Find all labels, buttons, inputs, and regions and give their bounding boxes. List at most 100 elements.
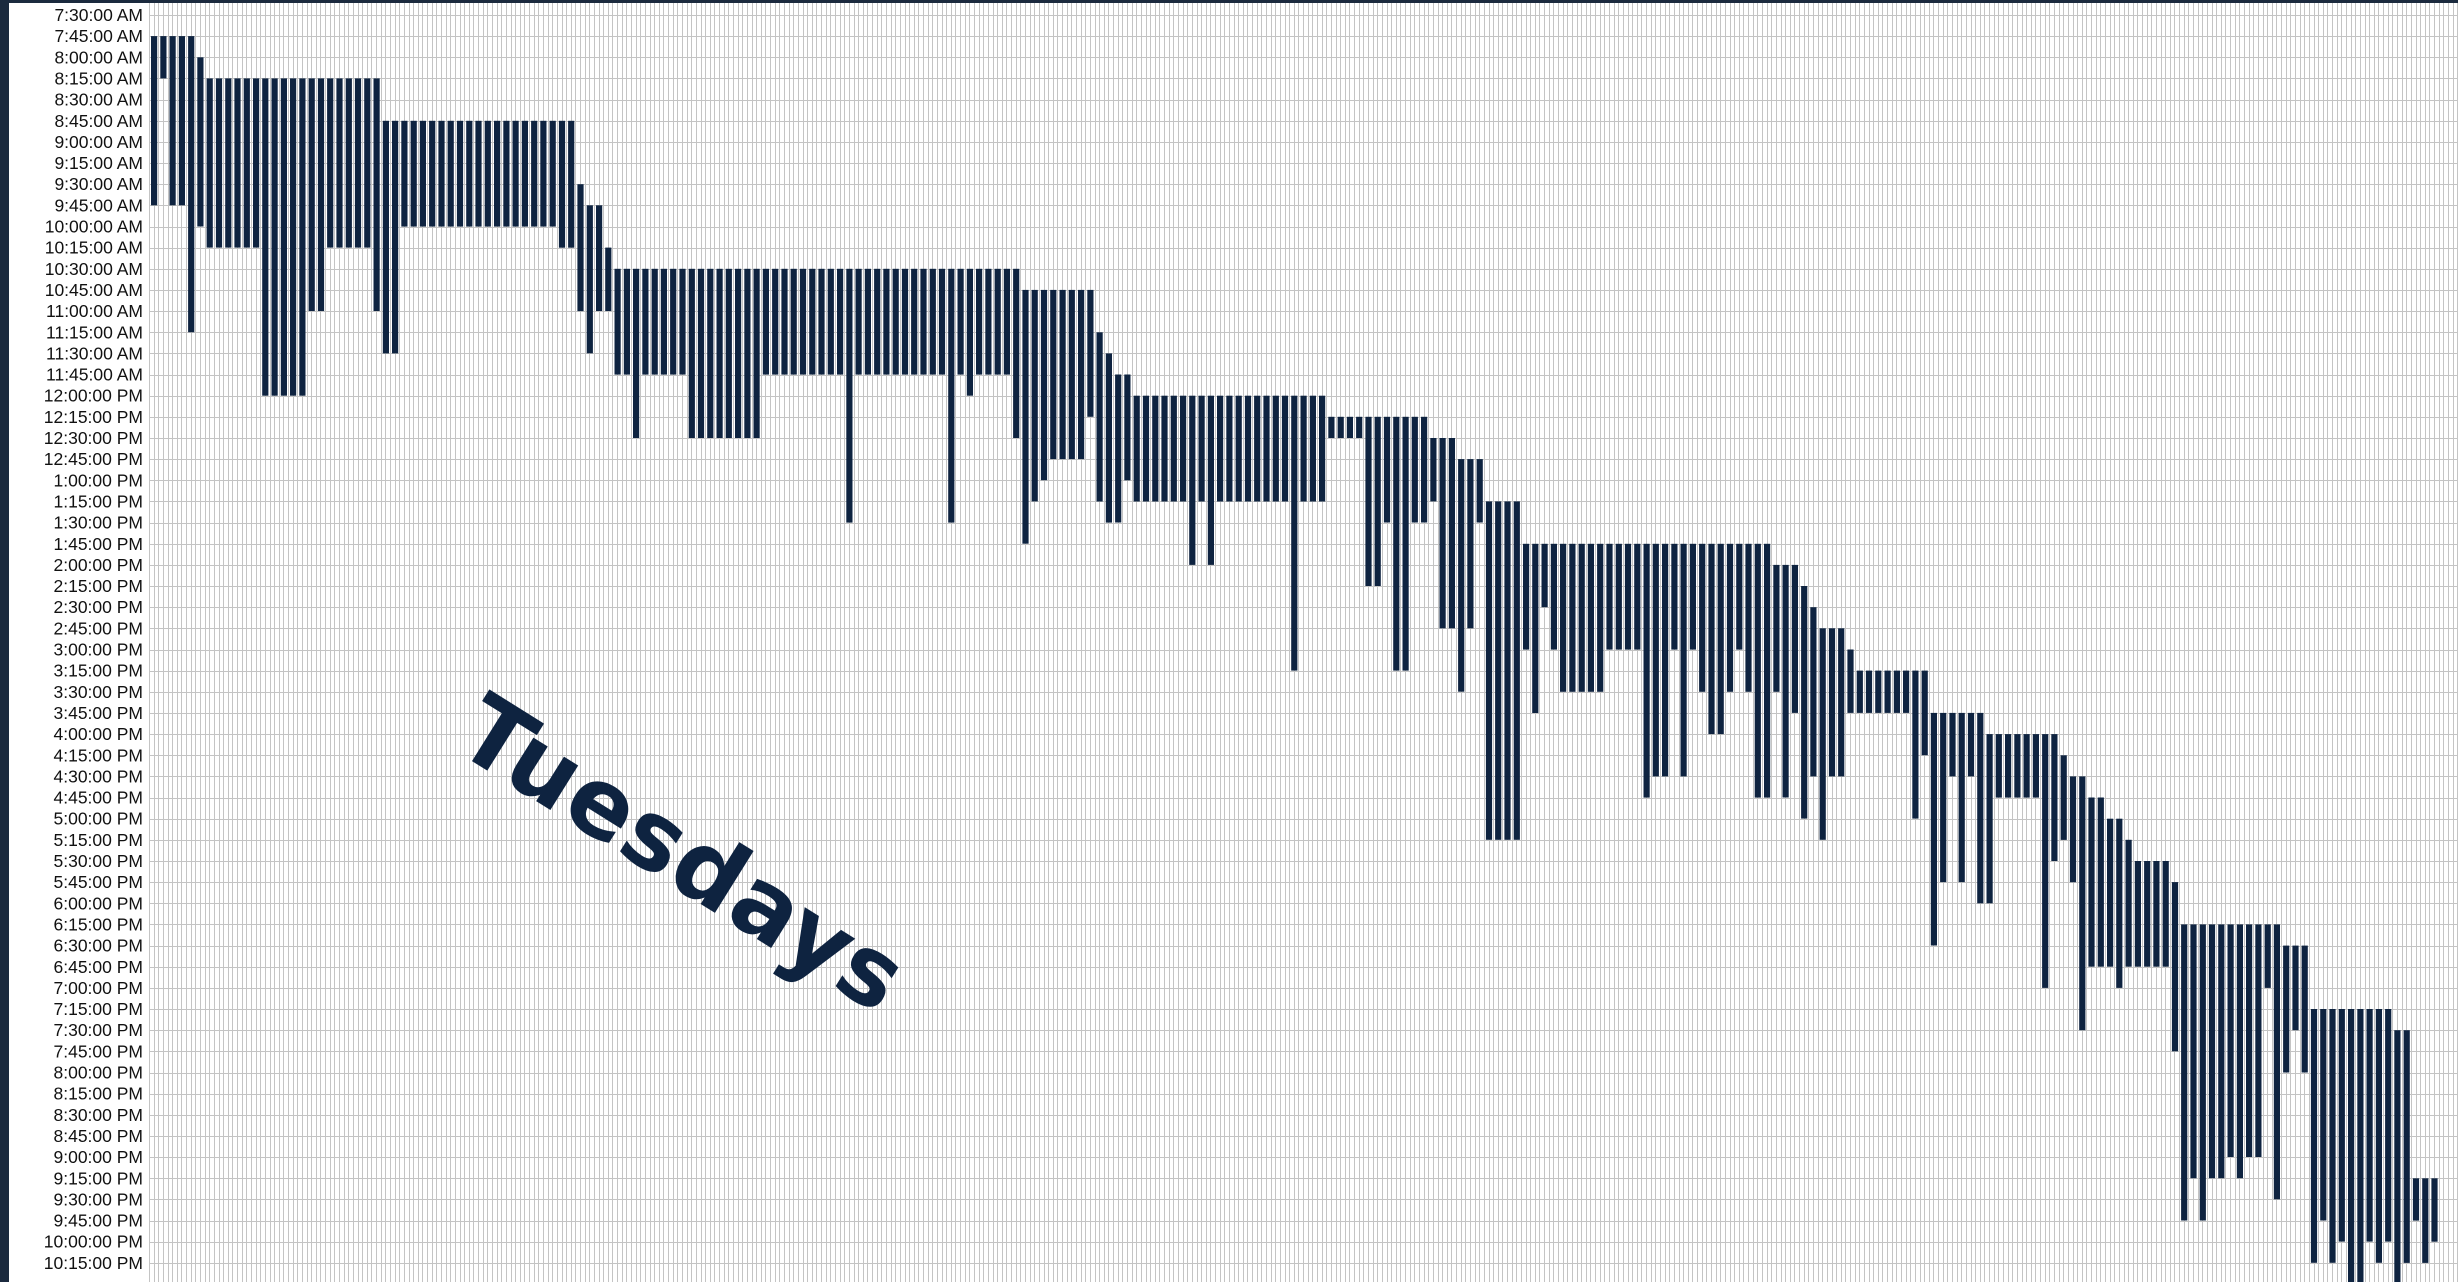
timeline-bar (2292, 945, 2299, 1031)
timeline-bar (781, 268, 788, 375)
y-tick-label: 10:00:00 PM (44, 1232, 143, 1252)
timeline-bar (1550, 543, 1557, 650)
timeline-bar (1624, 543, 1632, 650)
timeline-bar (1504, 501, 1511, 840)
timeline-bar (1087, 289, 1094, 417)
y-tick-label: 4:00:00 PM (54, 724, 144, 744)
timeline-bar (2060, 755, 2067, 840)
y-tick-label: 10:30:00 AM (45, 259, 143, 279)
timeline-bar (660, 268, 667, 375)
timeline-bar (883, 268, 890, 375)
timeline-bar (1754, 543, 1761, 798)
timeline-bar (1597, 543, 1604, 692)
timeline-bar (419, 120, 426, 227)
timeline-bar (577, 184, 584, 312)
y-tick-label: 3:45:00 PM (54, 703, 144, 723)
timeline-bar (1513, 501, 1520, 840)
y-tick-label: 5:30:00 PM (54, 851, 144, 871)
bars (151, 36, 2438, 1282)
timeline-bar (725, 268, 732, 438)
y-tick-label: 7:45:00 PM (54, 1041, 144, 1061)
timeline-bar (1838, 628, 1845, 777)
timeline-bar (596, 205, 603, 311)
timeline-bar (1013, 268, 1020, 438)
timeline-bar (809, 268, 816, 375)
timeline-bar (1476, 459, 1483, 523)
timeline-bar (1523, 543, 1530, 650)
y-tick-label: 5:00:00 PM (54, 809, 144, 829)
timeline-bar (1801, 586, 1808, 819)
timeline-bar (2032, 734, 2039, 798)
timeline-bar (790, 268, 797, 375)
timeline-bar (874, 268, 881, 375)
y-tick-label: 12:15:00 PM (44, 407, 143, 427)
timeline-bar (1865, 670, 1873, 713)
timeline-bar (1782, 564, 1789, 798)
timeline-bar (642, 268, 649, 375)
timeline-bar (2171, 882, 2179, 1052)
timeline-bar (1995, 734, 2002, 798)
timeline-bar (2162, 861, 2169, 967)
y-tick-label: 9:30:00 AM (54, 174, 143, 194)
timeline-bar (1773, 564, 1780, 692)
timeline-bar (1050, 289, 1057, 460)
timeline-bar (994, 268, 1001, 375)
timeline-bar (1578, 543, 1585, 692)
timeline-bar (744, 268, 751, 438)
timeline-bar (1662, 543, 1669, 777)
timeline-bar (1393, 416, 1400, 671)
timeline-bar (799, 268, 807, 375)
timeline-bar (735, 268, 742, 438)
timeline-bar (1634, 543, 1641, 650)
y-tick-label: 6:45:00 PM (54, 957, 144, 977)
y-tick-label: 3:30:00 PM (54, 682, 144, 702)
timeline-bar (1421, 416, 1428, 523)
timeline-bar (1365, 416, 1372, 586)
timeline-bar (1319, 395, 1326, 502)
timeline-bar (827, 268, 834, 375)
y-tick-label: 2:15:00 PM (54, 576, 144, 596)
timeline-bar (2301, 945, 2308, 1073)
timeline-bar (1689, 543, 1696, 650)
timeline-bar (1439, 438, 1446, 629)
timeline-bar (1448, 438, 1455, 629)
y-tick-label: 11:00:00 AM (46, 301, 143, 321)
timeline-bar (1003, 268, 1010, 375)
timeline-bar (966, 268, 973, 396)
timeline-bar (2014, 734, 2021, 798)
timeline-bar (1300, 395, 1307, 502)
timeline-bar (401, 120, 408, 227)
y-tick-label: 4:30:00 PM (54, 766, 144, 786)
timeline-bar (1281, 395, 1289, 502)
timeline-bar (197, 57, 204, 227)
timeline-bar (2051, 734, 2058, 861)
timeline-bar (429, 120, 436, 227)
timeline-bar (382, 120, 389, 354)
timeline-bar (1717, 543, 1724, 735)
timeline-bar (1875, 670, 1882, 713)
timeline-bar (688, 268, 695, 438)
timeline-bar (345, 78, 352, 248)
timeline-bar (2246, 924, 2253, 1157)
timeline-bar (234, 78, 241, 248)
timeline-bar (586, 205, 593, 354)
timeline-bar (1652, 543, 1659, 777)
timeline-bar (280, 78, 287, 396)
timeline-bar (1736, 543, 1743, 650)
timeline-bar (864, 268, 871, 375)
y-tick-label: 3:15:00 PM (54, 661, 144, 681)
timeline-bar (2107, 818, 2114, 967)
y-tick-label: 6:15:00 PM (54, 914, 144, 934)
timeline-bar (549, 120, 556, 227)
timeline-bar (1764, 543, 1771, 798)
timeline-bar (1040, 289, 1048, 481)
timeline-bar (1244, 395, 1252, 502)
timeline-bar (2283, 945, 2290, 1073)
timeline-bar (1383, 416, 1391, 523)
timeline-bar (1893, 670, 1900, 713)
timeline-bar (1903, 670, 1910, 713)
timeline-bar (1967, 712, 1975, 777)
timeline-bar (1884, 670, 1891, 713)
y-tick-label: 11:15:00 AM (46, 322, 143, 342)
y-tick-label: 3:00:00 PM (54, 640, 144, 660)
